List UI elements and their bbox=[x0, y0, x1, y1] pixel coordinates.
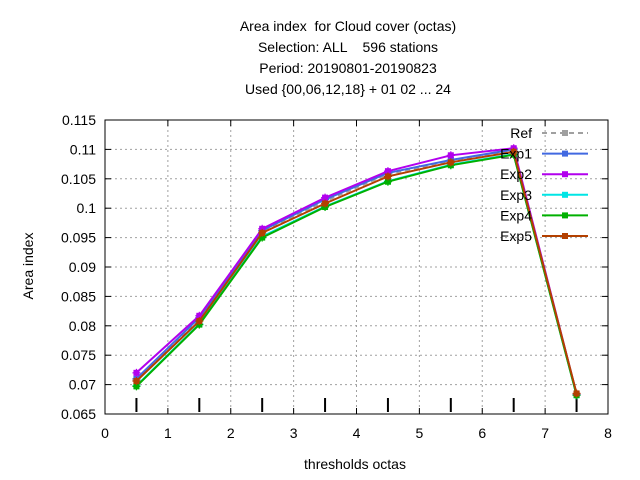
legend-swatch-marker bbox=[562, 191, 568, 198]
series-line bbox=[135, 148, 578, 395]
legend-label: Exp1 bbox=[500, 146, 532, 162]
legend-swatch-marker bbox=[562, 130, 568, 136]
legend-swatch-marker bbox=[562, 171, 568, 178]
series-line bbox=[135, 150, 578, 394]
y-tick-label: 0.09 bbox=[69, 259, 96, 275]
y-tick-label: 0.11 bbox=[70, 141, 96, 157]
x-tick-label: 4 bbox=[353, 425, 361, 441]
x-axis-label: thresholds octas bbox=[304, 456, 406, 472]
legend-label: Exp2 bbox=[500, 166, 532, 182]
y-tick-label: 0.065 bbox=[61, 406, 96, 422]
series-line bbox=[135, 153, 578, 396]
chart-title-line-1: Area index for Cloud cover (octas) bbox=[239, 18, 457, 34]
legend-swatch-marker bbox=[562, 233, 568, 239]
x-tick-label: 6 bbox=[478, 425, 486, 441]
x-tick-label: 7 bbox=[541, 425, 549, 441]
series-exp5 bbox=[132, 147, 581, 398]
y-tick-label: 0.075 bbox=[61, 347, 96, 363]
y-tick-label: 0.095 bbox=[61, 230, 96, 246]
x-tick-label: 2 bbox=[227, 425, 235, 441]
y-tick-label: 0.08 bbox=[69, 318, 96, 334]
y-tick-label: 0.07 bbox=[69, 377, 96, 393]
chart-title-line-3: Period: 20190801-20190823 bbox=[259, 60, 437, 76]
legend-label: Exp5 bbox=[500, 228, 532, 244]
legend-label: Ref bbox=[510, 125, 532, 141]
chart-title-line-4: Used {00,06,12,18} + 01 02 ... 24 bbox=[245, 81, 451, 97]
x-tick-label: 1 bbox=[164, 425, 172, 441]
y-tick-label: 0.085 bbox=[61, 288, 96, 304]
x-tick-label: 8 bbox=[604, 425, 612, 441]
x-tick-label: 0 bbox=[101, 425, 109, 441]
y-tick-label: 0.115 bbox=[62, 112, 96, 128]
y-axis-label: Area index bbox=[20, 232, 36, 300]
series-line bbox=[135, 149, 578, 395]
legend-label: Exp3 bbox=[500, 187, 532, 203]
series-line bbox=[135, 147, 578, 395]
legend-label: Exp4 bbox=[500, 207, 532, 223]
chart-title-line-2: Selection: ALL 596 stations bbox=[257, 39, 439, 55]
y-tick-label: 0.1 bbox=[77, 200, 97, 216]
y-tick-label: 0.105 bbox=[61, 171, 96, 187]
legend-swatch-marker bbox=[562, 150, 568, 157]
x-tick-label: 3 bbox=[290, 425, 298, 441]
x-tick-label: 5 bbox=[415, 425, 423, 441]
legend-swatch-marker bbox=[562, 212, 568, 219]
